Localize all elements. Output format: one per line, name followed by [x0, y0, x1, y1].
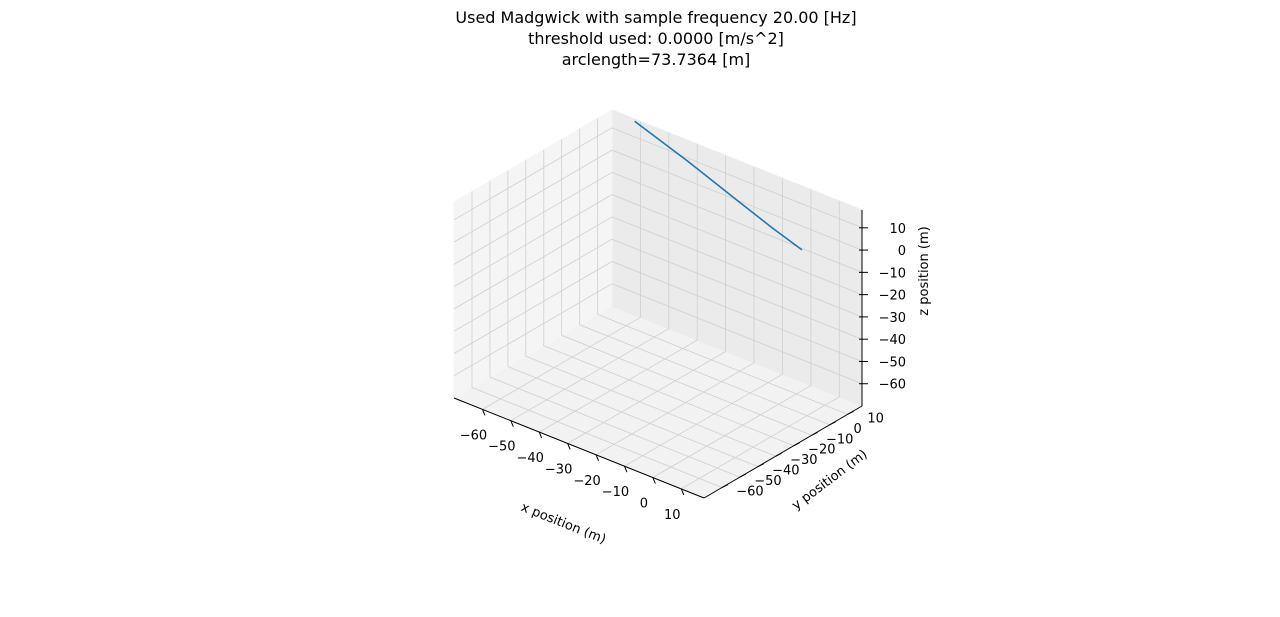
left-pane: [453, 109, 613, 399]
x-axis-label: x position (m): [519, 500, 608, 547]
z-tick-label: −60: [879, 378, 906, 393]
y-tick-label: 0: [854, 422, 862, 437]
y-tick: [721, 484, 729, 488]
z-tick-label: 0: [898, 244, 906, 259]
z-tick-label: 10: [889, 222, 906, 237]
x-tick-label: −30: [545, 462, 572, 477]
z-gridline: [453, 127, 863, 229]
y-gridline: [489, 181, 741, 478]
chart-title-line-1: Used Madgwick with sample frequency 20.0…: [455, 8, 857, 27]
x-axis-line: [453, 397, 705, 499]
x-tick: [510, 420, 514, 427]
y-tick: [775, 452, 783, 457]
x-tick-label: −10: [602, 485, 629, 500]
z-gridline: [453, 261, 863, 362]
x-tick: [595, 454, 600, 462]
y-tick: [829, 421, 836, 426]
x-gridline: [624, 178, 783, 467]
x-gridline: [482, 121, 641, 410]
x-gridline: [681, 200, 840, 490]
tick-marks: [453, 210, 868, 499]
x-tick-label: −60: [460, 428, 487, 443]
y-axis-line: [703, 405, 863, 499]
z-axis-label: z position (m): [917, 226, 932, 315]
x-tick-label: 10: [664, 508, 681, 523]
trajectory-line: [634, 120, 803, 251]
x-tick: [538, 431, 543, 439]
z-gridline: [453, 194, 863, 295]
x-tick: [680, 488, 685, 496]
y-gridline: [561, 139, 812, 436]
x-tick-label: −50: [488, 440, 515, 455]
series-layer: [634, 120, 803, 251]
y-tick-label: −20: [808, 443, 835, 458]
z-tick-label: −30: [879, 311, 906, 326]
x-tick-label: 0: [640, 497, 648, 512]
x-gridline: [567, 155, 726, 444]
y-gridline: [579, 128, 830, 426]
z-tick-label: −40: [879, 333, 906, 348]
z-tick-label: −20: [879, 289, 906, 304]
x-gridline: [538, 144, 698, 433]
z-gridline: [453, 238, 863, 340]
gridlines: [453, 118, 863, 490]
x-tick: [652, 477, 656, 484]
y-tick: [811, 431, 818, 436]
z-gridline: [453, 283, 863, 385]
y-tick: [847, 410, 854, 415]
x-gridline: [510, 132, 670, 422]
y-tick-label: −30: [790, 453, 817, 468]
z-tick-label: −50: [879, 355, 906, 370]
x-tick-label: −40: [517, 451, 544, 466]
y-tick: [793, 442, 800, 447]
y-tick-label: 10: [867, 411, 884, 426]
y-gridline: [543, 149, 794, 447]
y-tick-label: −10: [826, 432, 853, 447]
x-gridline: [652, 189, 812, 478]
y-tick: [739, 473, 747, 478]
x-tick: [481, 409, 486, 416]
x-tick-label: −20: [573, 474, 600, 489]
x-tick: [567, 443, 571, 450]
y-tick-label: −60: [736, 485, 763, 500]
y-tick-label: −40: [772, 464, 799, 479]
chart-title-line-2: threshold used: 0.0000 [m/s^2]: [528, 29, 784, 48]
z-tick-label: −10: [879, 266, 906, 281]
y-gridline: [471, 191, 723, 488]
x-gridline: [595, 166, 755, 456]
x-tick: [623, 465, 628, 473]
y-tick: [757, 463, 765, 468]
z-gridline: [453, 171, 863, 273]
y-gridline: [507, 170, 759, 467]
y-gridline: [597, 118, 848, 415]
z-gridline: [453, 149, 863, 251]
y-gridline: [525, 160, 776, 457]
z-gridline: [453, 216, 863, 318]
y-tick-label: −50: [754, 474, 781, 489]
chart-title-line-3: arclength=73.7364 [m]: [561, 50, 751, 69]
